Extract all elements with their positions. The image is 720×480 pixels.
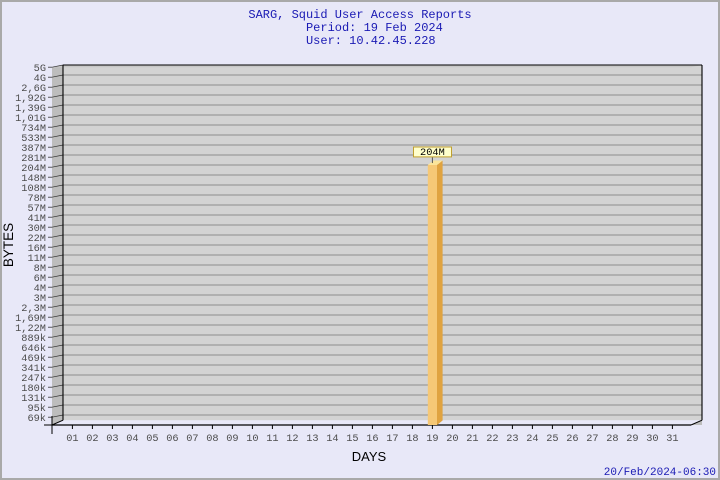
svg-text:11: 11 xyxy=(266,433,278,445)
svg-text:14: 14 xyxy=(326,433,338,445)
svg-text:12: 12 xyxy=(286,433,298,445)
svg-text:21: 21 xyxy=(466,433,478,445)
svg-text:02: 02 xyxy=(86,433,98,445)
svg-text:06: 06 xyxy=(166,433,178,445)
svg-text:30: 30 xyxy=(646,433,658,445)
svg-text:26: 26 xyxy=(566,433,578,445)
svg-text:20/Feb/2024-06:30: 20/Feb/2024-06:30 xyxy=(604,467,716,478)
svg-text:01: 01 xyxy=(66,433,78,445)
svg-text:28: 28 xyxy=(606,433,618,445)
svg-text:15: 15 xyxy=(346,433,358,445)
svg-text:DAYS: DAYS xyxy=(352,449,387,464)
svg-text:BYTES: BYTES xyxy=(2,223,16,267)
svg-text:20: 20 xyxy=(446,433,458,445)
svg-text:08: 08 xyxy=(206,433,218,445)
svg-text:22: 22 xyxy=(486,433,498,445)
svg-text:16: 16 xyxy=(366,433,378,445)
svg-text:05: 05 xyxy=(146,433,158,445)
svg-text:23: 23 xyxy=(506,433,518,445)
svg-text:09: 09 xyxy=(226,433,238,445)
svg-text:04: 04 xyxy=(126,433,138,445)
svg-text:10: 10 xyxy=(246,433,258,445)
svg-text:19: 19 xyxy=(426,433,438,445)
svg-text:13: 13 xyxy=(306,433,318,445)
svg-text:204M: 204M xyxy=(420,147,445,159)
svg-text:03: 03 xyxy=(106,433,118,445)
svg-text:17: 17 xyxy=(386,433,398,445)
svg-text:27: 27 xyxy=(586,433,598,445)
svg-text:18: 18 xyxy=(406,433,418,445)
svg-text:25: 25 xyxy=(546,433,558,445)
svg-text:07: 07 xyxy=(186,433,198,445)
svg-text:31: 31 xyxy=(666,433,678,445)
svg-text:29: 29 xyxy=(626,433,638,445)
svg-text:69k: 69k xyxy=(27,413,46,425)
svg-text:24: 24 xyxy=(526,433,538,445)
